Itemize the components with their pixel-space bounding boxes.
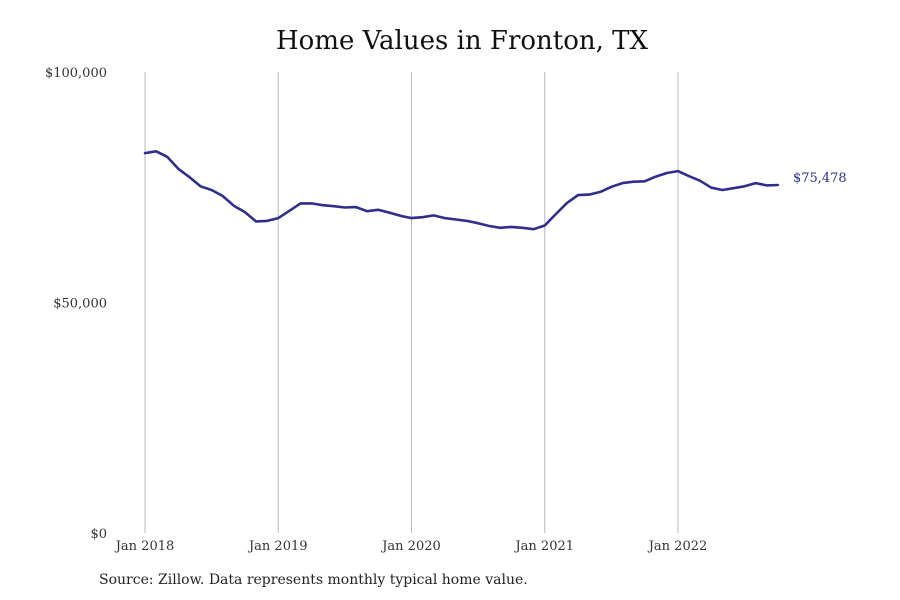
data-point <box>477 222 479 224</box>
data-point <box>244 211 246 213</box>
x-axis-ticks: Jan 2018 Jan 2019 Jan 2020 Jan 2021 Jan 2022 <box>114 539 708 554</box>
data-point <box>688 175 690 177</box>
data-point <box>721 189 723 191</box>
data-point <box>188 176 190 178</box>
data-point <box>344 206 346 208</box>
data-point <box>310 202 312 204</box>
data-point <box>699 180 701 182</box>
gridlines <box>144 72 679 533</box>
y-tick-label: $50,000 <box>53 297 107 312</box>
x-tick-label: Jan 2022 <box>647 539 708 554</box>
data-point <box>632 181 634 183</box>
data-point <box>266 220 268 222</box>
data-point <box>410 217 412 219</box>
data-point <box>377 209 379 211</box>
data-point <box>155 150 157 152</box>
data-point <box>277 217 279 219</box>
data-point <box>288 210 290 212</box>
y-tick-label: $0 <box>90 527 107 542</box>
data-point <box>177 168 179 170</box>
data-point <box>577 194 579 196</box>
data-point <box>677 170 679 172</box>
data-point <box>199 185 201 187</box>
series-layer <box>143 150 780 231</box>
last-value-label: $75,478 <box>793 171 847 186</box>
chart-title: Home Values in Fronton, TX <box>276 26 648 56</box>
data-point <box>255 220 257 222</box>
y-tick-label: $100,000 <box>45 66 107 81</box>
data-point <box>455 218 457 220</box>
x-tick-label: Jan 2021 <box>513 539 574 554</box>
data-point <box>566 202 568 204</box>
data-point <box>732 187 734 189</box>
data-point <box>599 191 601 193</box>
data-point <box>499 227 501 229</box>
data-point <box>621 182 623 184</box>
data-point <box>743 185 745 187</box>
data-point <box>322 204 324 206</box>
data-point <box>299 202 301 204</box>
data-point <box>666 172 668 174</box>
data-point <box>610 186 612 188</box>
y-axis-ticks: $0 $50,000 $100,000 <box>45 66 107 542</box>
data-point <box>466 220 468 222</box>
data-point <box>399 215 401 217</box>
data-point <box>333 205 335 207</box>
data-point <box>166 156 168 158</box>
data-point <box>355 206 357 208</box>
data-point <box>544 224 546 226</box>
data-point <box>233 205 235 207</box>
data-point <box>444 217 446 219</box>
x-tick-label: Jan 2020 <box>380 539 441 554</box>
data-point <box>433 214 435 216</box>
data-point <box>366 210 368 212</box>
data-point <box>755 182 757 184</box>
data-point <box>532 228 534 230</box>
data-point <box>210 189 212 191</box>
data-point <box>222 195 224 197</box>
data-point <box>777 184 779 186</box>
x-tick-label: Jan 2018 <box>114 539 175 554</box>
data-point <box>588 193 590 195</box>
series-line <box>143 150 780 231</box>
data-point <box>510 226 512 228</box>
data-point <box>655 175 657 177</box>
source-note: Source: Zillow. Data represents monthly … <box>99 572 528 588</box>
data-point <box>555 213 557 215</box>
data-point <box>766 184 768 186</box>
data-point <box>488 225 490 227</box>
data-point <box>644 180 646 182</box>
data-point <box>421 216 423 218</box>
data-point <box>388 211 390 213</box>
data-point <box>710 187 712 189</box>
data-point <box>144 152 146 154</box>
x-tick-label: Jan 2019 <box>247 539 308 554</box>
data-point <box>521 227 523 229</box>
